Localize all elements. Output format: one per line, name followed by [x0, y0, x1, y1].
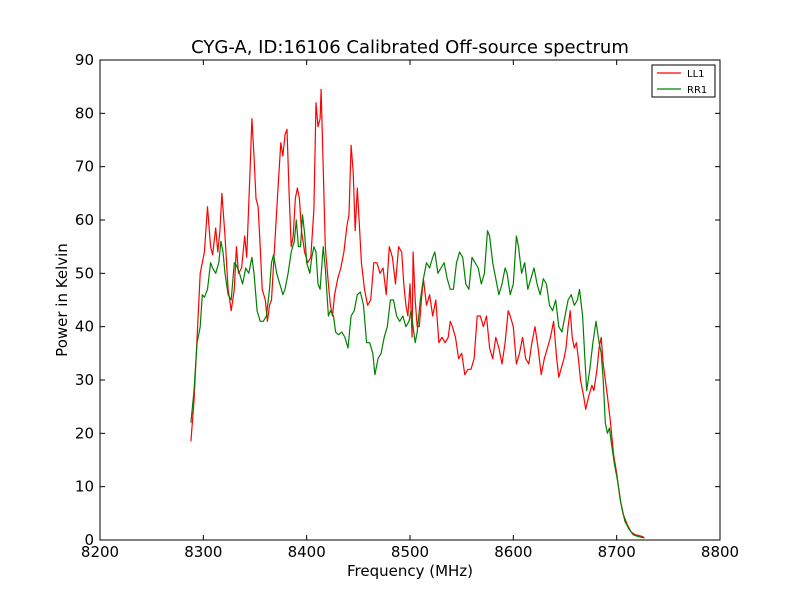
series-line-rr1 — [190, 214, 645, 539]
legend-label-ll1: LL1 — [687, 69, 705, 80]
series-layer — [190, 88, 645, 539]
y-tick-label: 80 — [75, 104, 94, 122]
x-tick-label: 8500 — [391, 543, 429, 561]
y-tick-label: 40 — [75, 318, 94, 336]
y-tick-label: 50 — [75, 264, 94, 282]
x-tick-label: 8400 — [288, 543, 326, 561]
y-tick-label: 90 — [75, 51, 94, 69]
y-tick-label: 30 — [75, 371, 94, 389]
x-tick-label: 8800 — [701, 543, 739, 561]
y-tick-label: 20 — [75, 424, 94, 442]
y-tick-label: 60 — [75, 211, 94, 229]
legend: LL1 RR1 — [651, 64, 716, 98]
ticks-layer: 8200 8300 8400 8500 8600 8700 8800 0 10 20 30 40 50 6… — [75, 51, 739, 561]
x-tick-label: 8700 — [598, 543, 636, 561]
y-tick-label: 70 — [75, 158, 94, 176]
x-tick-label: 8300 — [184, 543, 222, 561]
series-line-ll1 — [190, 88, 644, 538]
x-tick-label: 8200 — [81, 543, 119, 561]
legend-box — [651, 64, 716, 98]
x-axis-label: Frequency (MHz) — [347, 562, 473, 580]
legend-label-rr1: RR1 — [687, 85, 707, 96]
y-tick-label: 0 — [84, 531, 94, 549]
x-tick-label: 8600 — [494, 543, 532, 561]
chart-title: CYG-A, ID:16106 Calibrated Off-source sp… — [191, 37, 629, 58]
y-axis-label: Power in Kelvin — [53, 243, 71, 357]
y-tick-label: 10 — [75, 478, 94, 496]
